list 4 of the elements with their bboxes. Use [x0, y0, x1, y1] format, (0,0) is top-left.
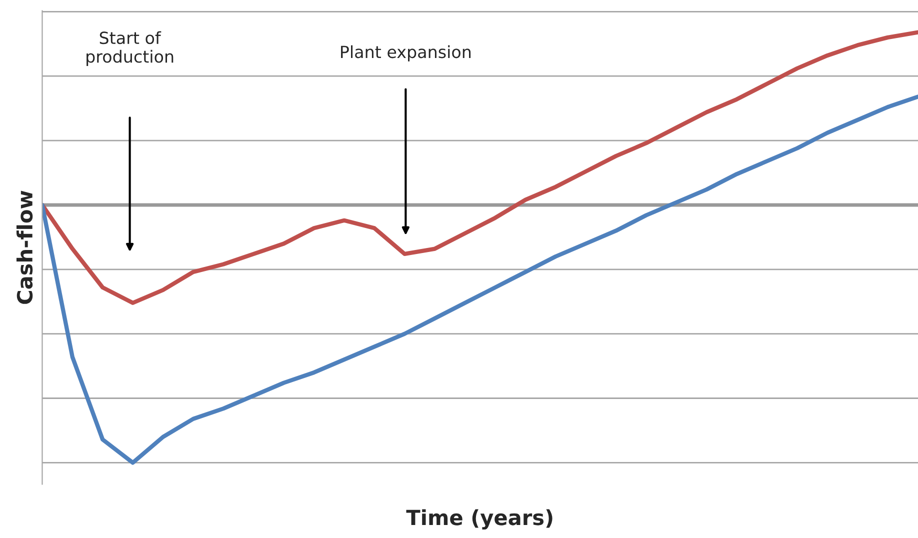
annotation: Plant expansion — [341, 45, 471, 62]
y-axis-title: Cash-flow — [16, 190, 33, 304]
x-axis-title: Time (years) — [406, 509, 552, 530]
annotation: Start of production — [86, 31, 174, 66]
